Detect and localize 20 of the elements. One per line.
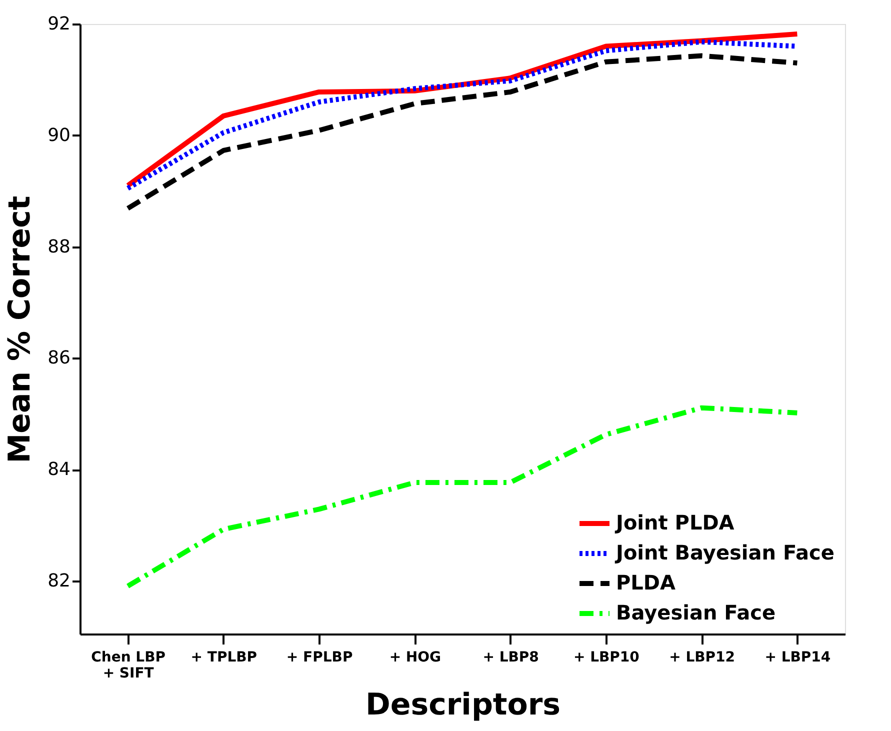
x-tick-label: + LBP14	[764, 650, 831, 666]
y-tick-label: 86	[48, 348, 70, 369]
y-tick-label: 92	[48, 14, 70, 34]
y-tick-label: 88	[48, 236, 70, 258]
y-axis-title: Mean % Correct	[2, 196, 38, 464]
legend-label: Joint PLDA	[614, 510, 735, 534]
y-tick-label: 90	[48, 124, 70, 146]
x-tick-label: + LBP12	[669, 650, 736, 666]
y-tick-label: 84	[48, 459, 70, 480]
legend-label: Bayesian Face	[616, 600, 776, 624]
x-tick-label: + HOG	[389, 650, 442, 666]
y-tick-label: 82	[48, 570, 70, 592]
x-tick-label: + LBP8	[482, 650, 539, 666]
x-tick-label: + LBP10	[573, 650, 640, 666]
x-tick-label: + TPLBP	[190, 650, 258, 666]
x-tick-label: Chen LBP + SIFT	[91, 650, 166, 682]
legend-label: Joint Bayesian Face	[614, 540, 834, 564]
x-tick-label: + FPLBP	[286, 650, 353, 666]
x-axis-title: Descriptors	[365, 688, 561, 722]
legend-label: PLDA	[616, 570, 676, 594]
